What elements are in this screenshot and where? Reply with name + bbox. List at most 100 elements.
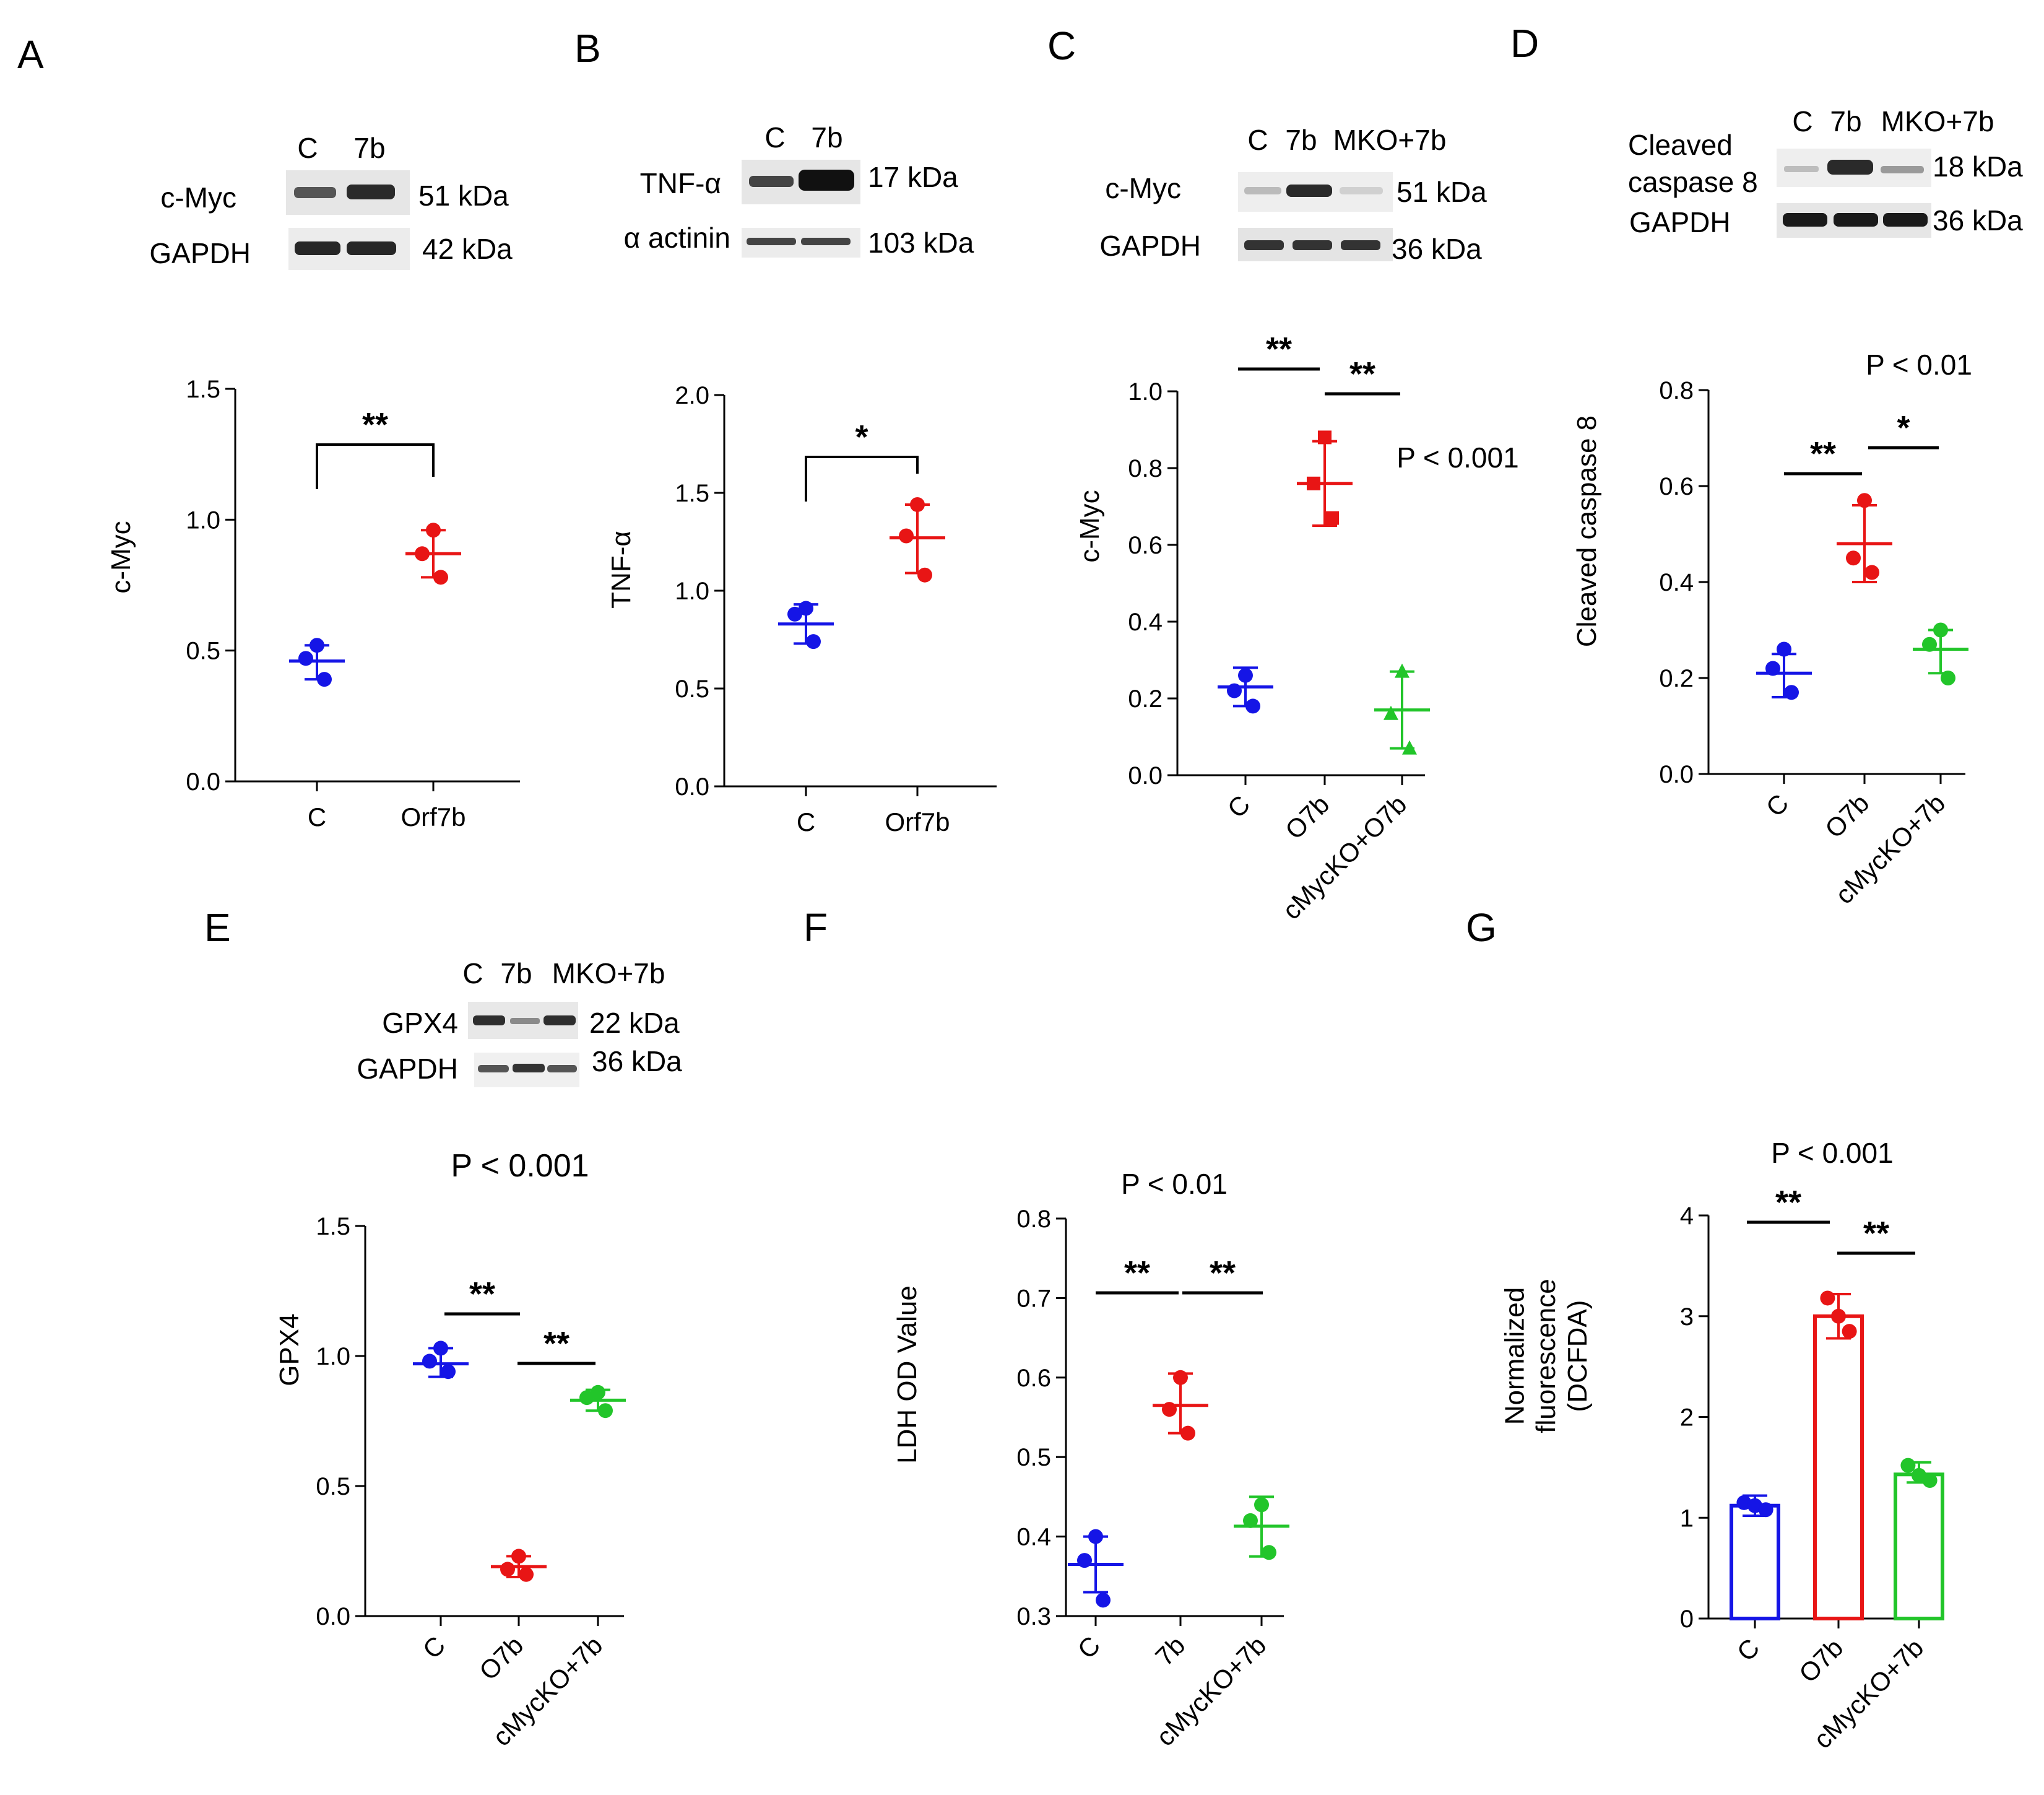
blot-d-protein-2: GAPDH <box>1629 206 1731 238</box>
blot-a-band <box>347 185 395 199</box>
blot-e-protein-1: GPX4 <box>382 1007 458 1039</box>
data-point-f <box>1180 1425 1195 1441</box>
blot-d-protein-1a: Cleaved <box>1628 129 1733 161</box>
x-tick-label-g: C <box>1731 1633 1765 1667</box>
blot-b-band <box>799 170 854 191</box>
y-tick-label-b: 0.0 <box>675 773 709 801</box>
p-value-e: P < 0.001 <box>451 1148 589 1184</box>
blot-d-lane-1: C <box>1792 105 1812 137</box>
data-point-g <box>1758 1502 1773 1518</box>
data-point-d <box>1777 641 1791 657</box>
data-point-f <box>1077 1553 1092 1568</box>
y-axis-label-b: TNF-α <box>606 531 636 609</box>
x-tick-label-b: C <box>797 807 815 837</box>
data-point-d <box>1784 685 1799 700</box>
blot-b: C 7b TNF-α α actinin 17 kDa 103 kDa <box>624 121 974 259</box>
y-tick-label-b: 1.0 <box>675 578 709 605</box>
blot-e-band <box>473 1015 505 1025</box>
blot-d-protein-1b: caspase 8 <box>1628 166 1758 198</box>
data-point-d <box>1922 637 1937 652</box>
panel-label-a: A <box>17 32 44 77</box>
y-tick-label-f: 0.3 <box>1016 1603 1051 1630</box>
data-point-g <box>1820 1290 1835 1306</box>
panel-label-b: B <box>574 26 601 71</box>
y-tick-label-b: 2.0 <box>675 382 709 409</box>
blot-e-kda-1: 22 kDa <box>589 1007 680 1039</box>
y-tick-label-b: 0.5 <box>675 676 709 703</box>
data-point-c <box>1395 663 1410 678</box>
blot-b-lane-2: 7b <box>811 121 842 154</box>
data-point-c <box>1384 705 1398 720</box>
significance-bracket-b <box>805 456 919 502</box>
blot-e-protein-2: GAPDH <box>357 1053 458 1085</box>
data-point-d <box>1846 550 1861 566</box>
y-tick-label-b: 1.5 <box>675 480 709 507</box>
data-point-f <box>1254 1497 1269 1513</box>
y-tick-label-e: 0.5 <box>316 1473 350 1500</box>
y-axis-label-line-g: Normalized <box>1500 1287 1530 1425</box>
significance-label-f: ** <box>1124 1254 1150 1292</box>
significance-label-g: ** <box>1775 1184 1801 1221</box>
panel-label-d: D <box>1510 21 1539 66</box>
y-tick-label-e: 1.0 <box>316 1343 350 1370</box>
blot-c-lane-1: C <box>1247 124 1268 156</box>
blot-e-band <box>543 1015 576 1025</box>
data-point-b <box>806 634 821 650</box>
blot-d-band <box>1881 166 1924 173</box>
data-point-f <box>1096 1593 1111 1608</box>
y-tick-label-e: 1.5 <box>316 1213 350 1240</box>
y-tick-label-d: 0.6 <box>1659 473 1694 500</box>
blot-b-protein-2: α actinin <box>624 222 730 254</box>
data-point-b <box>799 601 813 616</box>
blot-d-band <box>1784 166 1819 172</box>
y-tick-label-c: 0.8 <box>1128 455 1163 482</box>
data-point-f <box>1243 1513 1258 1528</box>
blot-c-band <box>1340 187 1383 194</box>
significance-label-c: ** <box>1349 355 1375 393</box>
blot-d-kda-2: 36 kDa <box>1933 204 2023 237</box>
blot-d-band <box>1834 213 1878 227</box>
y-axis-label-e: GPX4 <box>274 1313 305 1386</box>
blot-d-lane-3: MKO+7b <box>1881 105 1994 137</box>
data-point-d <box>1933 622 1948 638</box>
y-tick-label-a: 1.5 <box>186 376 220 403</box>
blot-a-protein-1: c-Myc <box>160 181 236 214</box>
data-point-f <box>1088 1529 1103 1544</box>
data-point-e <box>579 1390 594 1406</box>
bar-g <box>1894 1472 1944 1621</box>
blot-e-lane-1: C <box>462 957 483 989</box>
data-point-e <box>519 1567 534 1582</box>
significance-label-d: * <box>1897 409 1910 446</box>
blot-b-protein-1: TNF-α <box>640 167 721 199</box>
blot-b-band <box>747 238 796 245</box>
blot-a-lane-2: 7b <box>353 132 385 164</box>
blot-a-lane-1: C <box>297 132 318 164</box>
significance-label-f: ** <box>1210 1254 1236 1292</box>
data-point-g <box>1900 1458 1916 1473</box>
blot-c-band <box>1293 240 1332 250</box>
blot-c-lane-3: MKO+7b <box>1333 124 1447 156</box>
data-point-e <box>591 1384 605 1400</box>
data-point-f <box>1173 1370 1188 1385</box>
y-tick-label-f: 0.4 <box>1016 1524 1051 1551</box>
x-tick-label-a: C <box>308 802 326 832</box>
p-value-c: P < 0.001 <box>1397 441 1518 474</box>
y-tick-label-d: 0.0 <box>1659 761 1694 788</box>
y-axis-label-g: Normalizedfluorescence(DCFDA) <box>1500 1279 1593 1433</box>
significance-label-d: ** <box>1810 435 1836 472</box>
data-point-c <box>1238 667 1253 683</box>
y-tick-label-f: 0.7 <box>1016 1285 1051 1312</box>
blot-b-kda-2: 103 kDa <box>868 227 974 259</box>
blot-e-lane-2: 7b <box>500 957 532 989</box>
p-value-d: P < 0.01 <box>1866 349 1972 381</box>
blot-e-band <box>513 1064 545 1072</box>
x-tick-label-d: O7b <box>1819 788 1874 843</box>
data-point-e <box>433 1341 448 1356</box>
data-point-b <box>787 606 802 622</box>
significance-label-b: * <box>855 419 868 456</box>
blot-c: C 7b MKO+7b c-Myc GAPDH 51 kDa 36 kDa <box>1099 124 1487 265</box>
significance-label-g: ** <box>1863 1215 1889 1252</box>
